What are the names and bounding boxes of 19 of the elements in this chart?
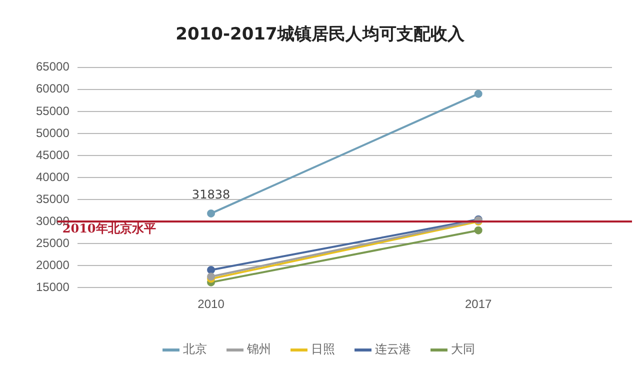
legend-label: 锦州 <box>246 342 271 356</box>
y-tick-label: 25000 <box>36 236 70 250</box>
y-tick-label: 45000 <box>36 148 70 162</box>
y-tick-label: 20000 <box>36 258 70 272</box>
x-tick-label: 2010 <box>198 297 225 312</box>
data-label: 31838 <box>192 188 230 202</box>
y-tick-label: 15000 <box>36 280 70 294</box>
legend-label: 北京 <box>183 342 207 356</box>
y-tick-label: 60000 <box>36 82 70 96</box>
y-tick-label: 50000 <box>36 126 70 140</box>
y-tick-label: 55000 <box>36 104 70 118</box>
legend-label: 连云港 <box>375 342 411 356</box>
legend-label: 日照 <box>311 342 335 356</box>
legend-label: 大同 <box>451 342 475 356</box>
y-tick-label: 40000 <box>36 170 70 184</box>
chart-title: 2010-2017城镇居民人均可支配收入 <box>176 24 466 45</box>
y-tick-label: 65000 <box>36 60 70 74</box>
x-tick-label: 2017 <box>464 297 492 312</box>
y-tick-label: 35000 <box>36 192 70 206</box>
